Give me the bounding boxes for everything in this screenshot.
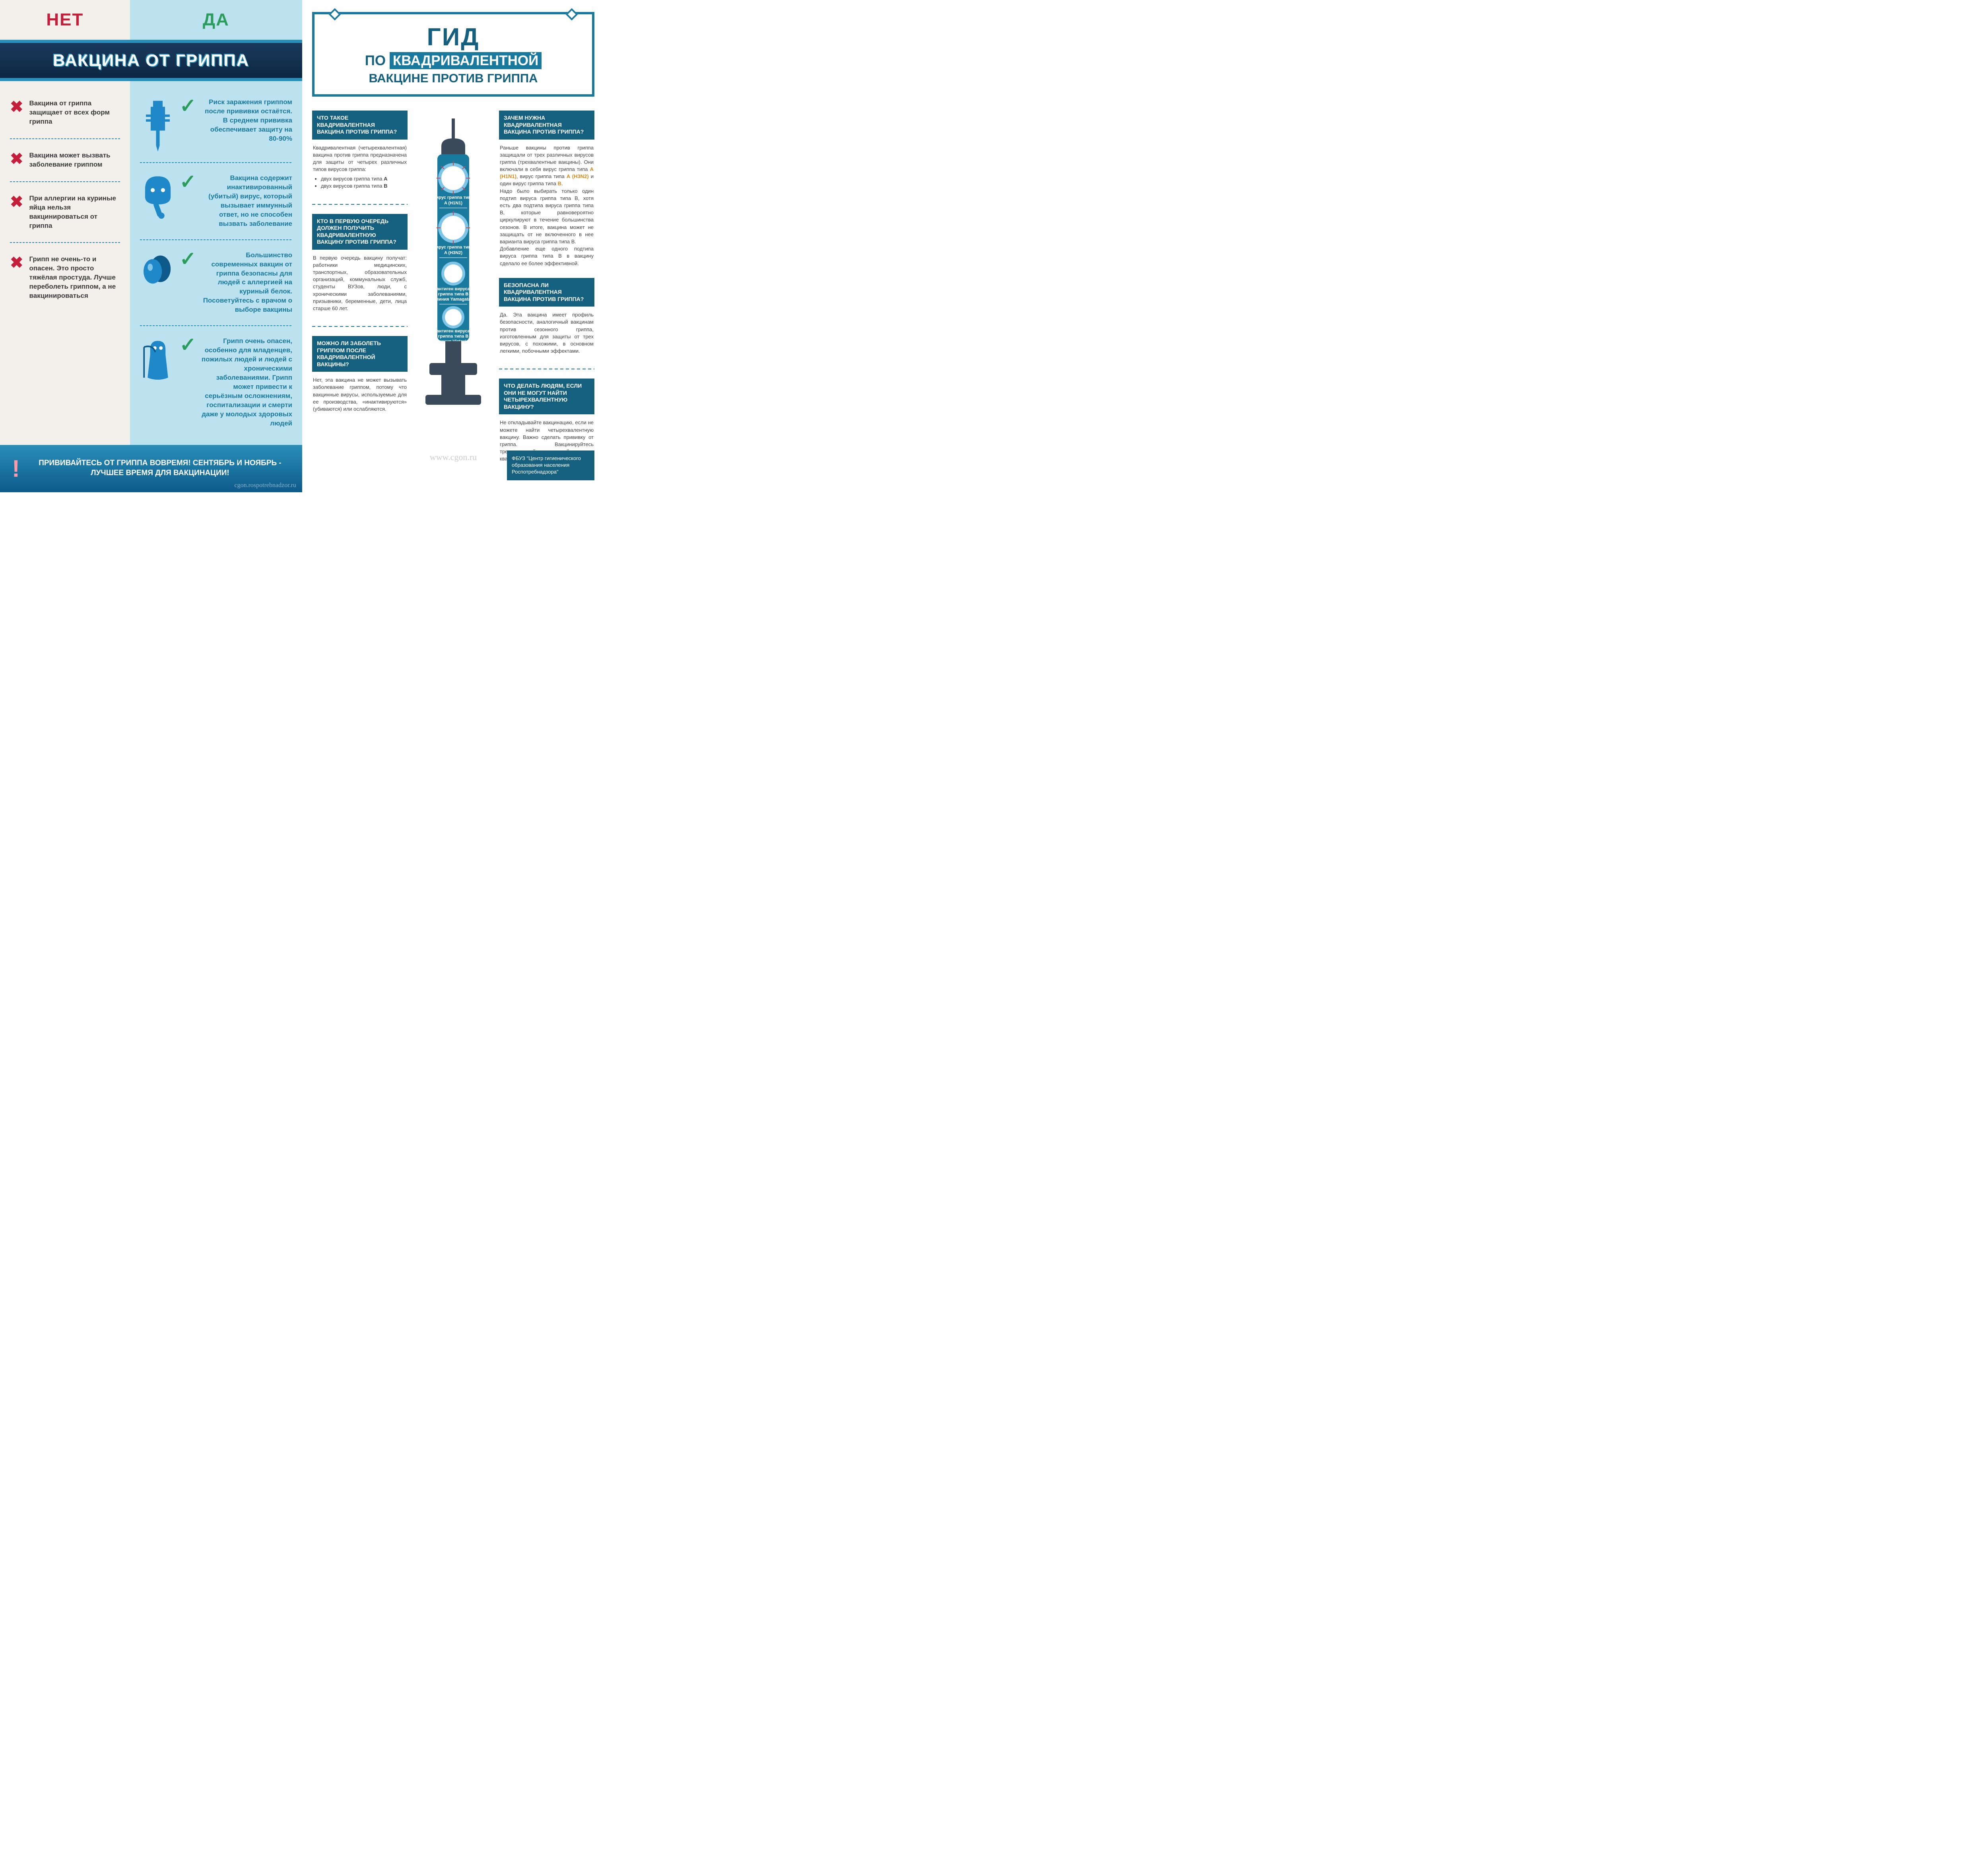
guide-title-l2: ПО КВАДРИВАЛЕНТНОЙ (326, 53, 580, 69)
exclamation-icon: ! (12, 455, 20, 482)
right-title-box: ГИД ПО КВАДРИВАЛЕНТНОЙ ВАКЦИНЕ ПРОТИВ ГР… (312, 12, 594, 97)
virus-label: антиген вируса (437, 287, 470, 291)
dashed-separator (312, 204, 408, 205)
myth-no-row: ✖ Грипп не очень-то и опасен. Это просто… (10, 245, 120, 311)
qa-block: ЧТО ТАКОЕ КВАДРИВАЛЕНТНАЯ ВАКЦИНА ПРОТИВ… (312, 111, 408, 195)
divider (140, 162, 292, 163)
divider (140, 239, 292, 240)
divider (10, 242, 120, 243)
check-icon: ✓ (180, 337, 196, 353)
right-body: ЧТО ТАКОЕ КВАДРИВАЛЕНТНАЯ ВАКЦИНА ПРОТИВ… (312, 111, 594, 467)
right-credit: ФБУЗ "Центр гигиенического образования н… (507, 450, 594, 480)
no-column-header: НЕТ (0, 0, 130, 40)
divider (140, 325, 292, 326)
left-panel: НЕТ ДА ВАКЦИНА ОТ ГРИППА ✖ Вакцина от гр… (0, 0, 302, 492)
big-syringe-icon: вирус гриппа типа A (H1N1) вирус гриппа … (417, 118, 489, 405)
question-head: МОЖНО ЛИ ЗАБОЛЕТЬ ГРИППОМ ПОСЛЕ КВАДРИВА… (312, 336, 408, 372)
virus-label: (линия Yamagata) (434, 297, 472, 302)
x-icon: ✖ (10, 255, 23, 271)
myth-no-row: ✖ При аллергии на куриные яйца нельзя ва… (10, 184, 120, 241)
myth-no-text: Грипп не очень-то и опасен. Это просто т… (29, 255, 120, 301)
virus-label: A (H3N2) (444, 250, 462, 255)
virus-icon (437, 161, 470, 195)
yes-label: ДА (203, 10, 229, 30)
myth-yes-row: ✓ Большинство современных вакцин от грип… (140, 242, 292, 324)
left-title: ВАКЦИНА ОТ ГРИППА (0, 51, 302, 70)
x-icon: ✖ (10, 151, 23, 167)
myth-no-text: Вакцина от гриппа защищает от всех форм … (29, 99, 120, 126)
syringe-column: вирус гриппа типа A (H1N1) вирус гриппа … (414, 111, 493, 467)
myth-no-text: При аллергии на куриные яйца нельзя вакц… (29, 194, 120, 231)
myths-no-column: ✖ Вакцина от гриппа защищает от всех фор… (0, 81, 130, 445)
guide-title-l3: ВАКЦИНЕ ПРОТИВ ГРИППА (326, 71, 580, 85)
left-title-band: ВАКЦИНА ОТ ГРИППА (0, 40, 302, 81)
check-icon: ✓ (180, 174, 196, 190)
syringe-icon (140, 98, 176, 151)
check-icon: ✓ (180, 251, 196, 267)
virus-label: A (H1N1) (444, 201, 462, 206)
qa-column-left: ЧТО ТАКОЕ КВАДРИВАЛЕНТНАЯ ВАКЦИНА ПРОТИВ… (312, 111, 408, 467)
list-item: двух вирусов гриппа типа A (321, 175, 407, 183)
right-watermark: www.cgon.ru (430, 452, 477, 462)
check-icon: ✓ (180, 98, 196, 114)
qa-block: МОЖНО ЛИ ЗАБОЛЕТЬ ГРИППОМ ПОСЛЕ КВАДРИВА… (312, 336, 408, 417)
qa-block: ЗАЧЕМ НУЖНА КВАДРИВАЛЕНТНАЯ ВАКЦИНА ПРОТ… (499, 111, 594, 272)
divider (10, 138, 120, 139)
myth-yes-row: ✓ Грипп очень опасен, особенно для младе… (140, 328, 292, 437)
reaper-icon (140, 337, 176, 383)
answer-body: В первую очередь вакцину получат: работн… (312, 250, 408, 317)
question-head: ЗАЧЕМ НУЖНА КВАДРИВАЛЕНТНАЯ ВАКЦИНА ПРОТ… (499, 111, 594, 140)
guide-l2-highlight: КВАДРИВАЛЕНТНОЙ (390, 52, 542, 69)
x-icon: ✖ (10, 99, 23, 115)
virus-label: гриппа типа B (438, 292, 468, 297)
myth-yes-row: ✓ Вакцина содержит инактивированный (уби… (140, 165, 292, 237)
qa-block: КТО В ПЕРВУЮ ОЧЕРЕДЬ ДОЛЖЕН ПОЛУЧИТЬ КВА… (312, 214, 408, 317)
myth-yes-text: Грипп очень опасен, особенно для младенц… (201, 337, 292, 428)
virus-label: антиген вируса (437, 329, 470, 334)
sick-face-icon (140, 174, 176, 220)
qa-block: БЕЗОПАСНА ЛИ КВАДРИВАЛЕНТНАЯ ВАКЦИНА ПРО… (499, 278, 594, 360)
myth-yes-row: ✓ Риск заражения гриппом после прививки … (140, 89, 292, 160)
myths-yes-column: ✓ Риск заражения гриппом после прививки … (130, 81, 302, 445)
question-head: ЧТО ТАКОЕ КВАДРИВАЛЕНТНАЯ ВАКЦИНА ПРОТИВ… (312, 111, 408, 140)
answer-text: Квадривалентная (четырехвалентная) вакци… (313, 145, 407, 173)
myth-yes-text: Большинство современных вакцин от гриппа… (201, 251, 292, 315)
answer-body: Нет, эта вакцина не может вызывать забол… (312, 372, 408, 417)
qa-column-right: ЗАЧЕМ НУЖНА КВАДРИВАЛЕНТНАЯ ВАКЦИНА ПРОТ… (499, 111, 594, 467)
no-label: НЕТ (46, 10, 83, 30)
answer-body: Раньше вакцины против гриппа защищали от… (499, 140, 594, 272)
x-icon: ✖ (10, 194, 23, 210)
eggs-icon (140, 251, 176, 287)
virus-label: гриппа типа B (438, 334, 468, 339)
left-watermark: cgon.rospotrebnadzor.ru (234, 482, 296, 489)
guide-l2a: ПО (365, 53, 390, 68)
myth-no-row: ✖ Вакцина может вызвать заболевание грип… (10, 141, 120, 179)
question-head: КТО В ПЕРВУЮ ОЧЕРЕДЬ ДОЛЖЕН ПОЛУЧИТЬ КВА… (312, 214, 408, 250)
virus-icon (441, 262, 465, 285)
guide-title-l1: ГИД (326, 23, 580, 51)
virus-label: вирус гриппа типа (433, 195, 474, 200)
yes-column-header: ДА (130, 0, 302, 40)
myths-body: ✖ Вакцина от гриппа защищает от всех фор… (0, 81, 302, 445)
answer-body: Да. Эта вакцина имеет профиль безопаснос… (499, 307, 594, 359)
virus-icon (442, 306, 464, 328)
myth-no-row: ✖ Вакцина от гриппа защищает от всех фор… (10, 89, 120, 136)
footer-text: ПРИВИВАЙТЕСЬ ОТ ГРИППА ВОВРЕМЯ! СЕНТЯБРЬ… (30, 458, 290, 478)
dashed-separator (312, 326, 408, 327)
question-head: БЕЗОПАСНА ЛИ КВАДРИВАЛЕНТНАЯ ВАКЦИНА ПРО… (499, 278, 594, 307)
virus-label: вирус гриппа типа (433, 245, 474, 250)
list-item: двух вирусов гриппа типа B (321, 183, 407, 190)
myth-no-text: Вакцина может вызвать заболевание гриппо… (29, 151, 120, 169)
myth-yes-text: Вакцина содержит инактивированный (убиты… (201, 174, 292, 229)
left-header: НЕТ ДА (0, 0, 302, 40)
right-panel: ГИД ПО КВАДРИВАЛЕНТНОЙ ВАКЦИНЕ ПРОТИВ ГР… (302, 0, 604, 492)
question-head: ЧТО ДЕЛАТЬ ЛЮДЯМ, ЕСЛИ ОНИ НЕ МОГУТ НАЙТ… (499, 379, 594, 414)
left-footer: ! ПРИВИВАЙТЕСЬ ОТ ГРИППА ВОВРЕМЯ! СЕНТЯБ… (0, 445, 302, 492)
answer-body: Квадривалентная (четырехвалентная) вакци… (312, 140, 408, 195)
myth-yes-text: Риск заражения гриппом после прививки ос… (201, 98, 292, 144)
divider (10, 181, 120, 182)
